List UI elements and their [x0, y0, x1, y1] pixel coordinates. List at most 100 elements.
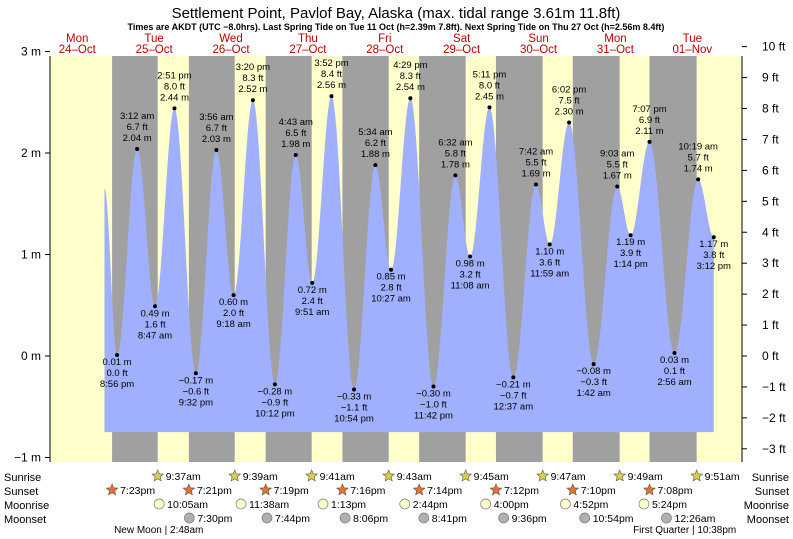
- right-tick-label: 9 ft: [762, 71, 779, 85]
- tide-extreme-value: 8:56 pm: [100, 379, 134, 390]
- tide-extreme-dot: [250, 98, 255, 103]
- day-weekday: Tue: [683, 33, 702, 45]
- sunrise-row-label-left: Sunrise: [4, 472, 41, 484]
- tide-extreme-time: 4:29 pm: [393, 60, 427, 71]
- sunset-time: 7:10pm: [581, 485, 616, 497]
- day-date: 28–Oct: [366, 44, 404, 56]
- tide-extreme-time: 5:34 am: [358, 127, 392, 138]
- moonrise-icon: [235, 498, 247, 510]
- sunrise-star-icon: [382, 469, 396, 482]
- right-tick-label: 4 ft: [762, 225, 779, 239]
- sunset-star-icon: [105, 483, 119, 496]
- day-date: 24–Oct: [59, 44, 97, 56]
- day-date: 27–Oct: [289, 44, 327, 56]
- tide-curve: [104, 96, 714, 433]
- tide-extreme-ft: 1.6 ft: [144, 319, 165, 330]
- right-tick-label: −1 ft: [762, 380, 786, 394]
- sunrise-time: 9:51am: [705, 471, 740, 483]
- tide-extreme-value: 11:59 am: [530, 268, 569, 279]
- moonrise-icon: [560, 498, 571, 510]
- tide-extreme-ft: −0.6 ft: [183, 386, 210, 397]
- moonset-time: 12:26am: [674, 513, 715, 525]
- moonrise-row-label-right: Moonrise: [744, 500, 789, 512]
- right-tick-label: 7 ft: [762, 132, 779, 146]
- tide-extreme-dot: [647, 139, 652, 144]
- tide-extreme-dot: [487, 105, 492, 110]
- tide-extreme-value: 2.04 m: [123, 133, 152, 144]
- tide-extreme-dot: [408, 96, 413, 101]
- tide-extreme-ft: 2.0 ft: [223, 308, 244, 319]
- tide-extreme-time: 0.60 m: [219, 297, 248, 308]
- moonrise-icon: [638, 498, 650, 510]
- moonrise-time: 4:52pm: [573, 499, 608, 511]
- moonset-row-label-right: Moonset: [747, 514, 789, 526]
- tide-extreme-value: 9:18 am: [216, 319, 250, 330]
- sunrise-star-icon: [690, 469, 704, 482]
- tide-extreme-dot: [214, 147, 219, 152]
- tide-extreme-time: 0.01 m: [103, 357, 132, 368]
- day-date: 29–Oct: [443, 44, 481, 56]
- sunset-star-icon: [643, 483, 656, 496]
- tide-extreme-dot: [389, 267, 394, 272]
- moonset-time: 7:44pm: [275, 513, 310, 525]
- tide-extreme-dot: [511, 375, 516, 380]
- moon-phase-label: New Moon | 2:48am: [114, 525, 203, 536]
- tide-extreme-dot: [272, 382, 277, 387]
- right-tick-label: 5 ft: [762, 194, 779, 208]
- tide-extreme-time: −0.30 m: [416, 388, 451, 399]
- tide-extreme-value: 11:42 pm: [414, 410, 453, 421]
- tide-extreme-dot: [672, 350, 677, 355]
- tide-extreme-ft: −0.9 ft: [262, 397, 289, 408]
- moonrise-time: 4:00pm: [494, 499, 529, 511]
- sunrise-star-icon: [613, 469, 627, 482]
- tide-extreme-dot: [591, 362, 596, 367]
- tide-extreme-dot: [534, 182, 539, 187]
- tide-extreme-value: 2.54 m: [396, 82, 425, 93]
- moonset-icon: [261, 512, 273, 524]
- moonrise-time: 5:24pm: [652, 499, 687, 511]
- tide-extreme-dot: [711, 235, 716, 240]
- tide-extreme-dot: [567, 120, 572, 125]
- sunset-row-label-right: Sunset: [755, 486, 789, 498]
- right-tick-label: 0 ft: [762, 349, 779, 363]
- tide-extreme-dot: [293, 153, 298, 158]
- sunset-star-icon: [182, 483, 196, 496]
- tide-extreme-value: 1:42 am: [577, 388, 611, 399]
- tide-extreme-ft: 6.7 ft: [206, 123, 227, 134]
- sunset-star-icon: [259, 483, 273, 496]
- day-weekday: Tue: [144, 33, 163, 45]
- tide-extreme-ft: 6.5 ft: [285, 128, 306, 139]
- tide-extreme-ft: 3.9 ft: [620, 248, 641, 259]
- sunrise-star-icon: [228, 469, 242, 482]
- tide-extreme-time: 10:19 am: [678, 141, 718, 152]
- moonset-icon: [418, 512, 430, 524]
- tide-extreme-value: 1.69 m: [521, 168, 550, 179]
- tide-extreme-dot: [468, 254, 473, 259]
- tide-extreme-ft: 5.5 ft: [607, 159, 628, 170]
- day-weekday: Thu: [298, 33, 318, 45]
- sunset-star-icon: [412, 483, 426, 496]
- tide-extreme-time: 0.03 m: [660, 355, 689, 366]
- tide-extreme-dot: [431, 384, 436, 389]
- daylight-band-0: [50, 56, 113, 462]
- moonset-time: 9:36pm: [512, 513, 547, 525]
- left-tick-label: −1 m: [14, 451, 41, 465]
- right-tick-label: −2 ft: [762, 411, 786, 425]
- sunrise-time: 9:41am: [320, 471, 355, 483]
- tide-extreme-ft: 5.8 ft: [445, 148, 466, 159]
- day-date: 30–Oct: [520, 44, 558, 56]
- plot-frame: [49, 56, 743, 462]
- right-tick-label: 10 ft: [762, 40, 786, 54]
- day-weekday: Sun: [528, 33, 548, 45]
- day-weekday: Fri: [378, 33, 391, 45]
- tide-extreme-dot: [628, 233, 633, 238]
- tide-extreme-ft: 8.0 ft: [164, 81, 185, 92]
- sunrise-star-icon: [305, 469, 319, 482]
- day-date: 25–Oct: [136, 44, 174, 56]
- moonrise-time: 11:38am: [249, 499, 289, 511]
- moonrise-icon: [480, 498, 492, 510]
- tide-extreme-value: 11:08 am: [451, 281, 490, 292]
- tide-extreme-value: 9:51 am: [295, 307, 329, 318]
- sunrise-star-icon: [459, 469, 473, 482]
- tide-extreme-time: 3:52 pm: [314, 58, 348, 69]
